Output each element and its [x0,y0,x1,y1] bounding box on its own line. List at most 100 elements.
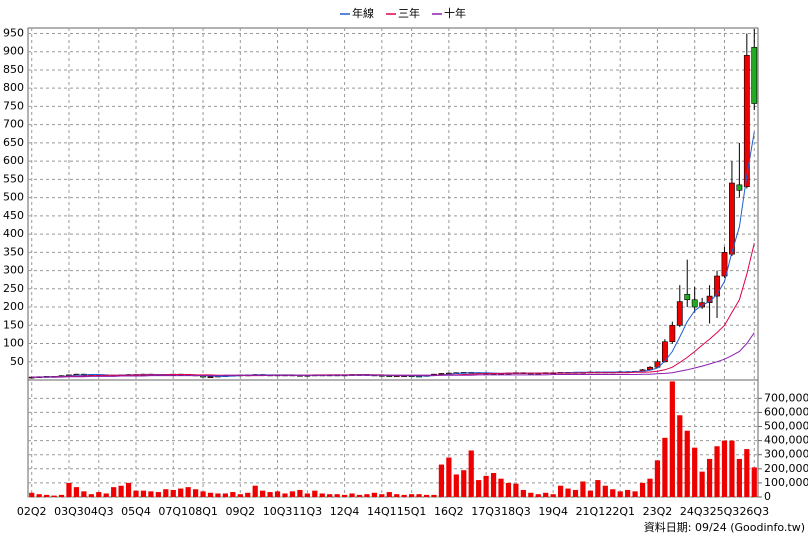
y2-tick-label: 200,000 [764,462,808,475]
y-tick-label: 50 [10,355,24,368]
y-tick-label: 150 [3,318,24,331]
volume-bar [192,489,199,497]
footer-note: 資料日期: 09/24 (Goodinfo.tw) [644,520,805,534]
x-tick-label: 18Q3 [501,505,531,518]
volume-bar [267,492,273,497]
volume-bar [505,482,512,497]
x-tick-label: 21Q1 [576,505,606,518]
volume-bar [423,494,430,497]
x-tick-label: 19Q4 [538,505,568,518]
volume-bar [610,489,616,497]
volume-bar [252,485,258,497]
volume-bar [51,495,57,497]
volume-bar [632,491,638,497]
candle-body [691,299,698,308]
x-tick-label: 11Q3 [293,505,323,518]
y-tick-label: 600 [3,154,24,167]
volume-bar [446,457,452,497]
candle-body [654,361,661,368]
y-tick-label: 550 [3,172,24,185]
volume-bar [289,491,296,497]
volume-bar [371,492,377,497]
volume-bar [364,494,370,497]
candle-body [669,324,676,342]
x-tick-label: 03Q3 [54,505,84,518]
candle-body [736,184,743,191]
volume-bar [736,458,742,497]
volume-bar [692,447,698,497]
y-tick-label: 100 [3,337,24,350]
volume-bar [297,489,303,497]
y2-tick-label: 0 [764,490,771,503]
volume-bar [155,492,161,497]
volume-bar [550,494,556,497]
candle-body [721,252,728,277]
volume-bar [125,482,132,497]
volume-bar [178,488,184,497]
candle-body [743,55,750,187]
x-tick-label: 17Q3 [471,505,501,518]
volume-bar [662,437,668,497]
volume-bar [334,494,340,497]
volume-bar [260,490,266,497]
volume-bar [595,480,601,497]
volume-bar [327,494,333,497]
volume-bar [29,492,35,497]
x-tick-label: 15Q1 [397,505,427,518]
volume-bar [684,430,690,497]
y-tick-label: 850 [3,63,24,76]
x-tick-label: 12Q4 [330,505,360,518]
volume-bar [349,493,355,497]
volume-bar [461,470,467,497]
volume-bar [44,494,50,497]
volume-bar [58,494,65,497]
volume-bar [587,490,594,497]
volume-bar [163,489,169,497]
volume-bar [200,491,206,497]
y-tick-label: 200 [3,300,24,313]
volume-bar [185,487,191,497]
volume-bar [677,415,683,497]
volume-bar [721,440,728,497]
volume-bar [118,485,124,497]
y-tick-label: 750 [3,99,24,112]
volume-bar [379,494,385,497]
volume-bar [282,493,288,497]
x-tick-label: 26Q3 [739,505,769,518]
volume-bar [386,492,392,497]
volume-bar [215,493,221,497]
x-tick-label: 16Q2 [434,505,464,518]
volume-bar [416,494,422,497]
candle-body [676,301,683,326]
candle-body [714,275,720,297]
x-tick-label: 04Q3 [84,505,114,518]
volume-bar [572,489,579,497]
volume-bar [625,489,631,497]
y-tick-label: 900 [3,45,24,58]
volume-bar [639,482,646,497]
x-tick-label: 07Q1 [158,505,188,518]
volume-bar [222,493,229,497]
volume-bar [468,450,474,497]
volume-bar [565,488,571,497]
volume-bar [453,474,459,497]
y-tick-label: 800 [3,81,24,94]
legend-label: 十年 [444,6,466,20]
volume-bar [580,481,586,497]
volume-bar [88,494,94,497]
volume-bar [73,487,80,497]
y-tick-label: 400 [3,227,24,240]
volume-bar [617,491,623,497]
volume-bar [520,489,526,497]
x-tick-label: 22Q1 [605,505,635,518]
legend-label: 三年 [398,6,420,20]
volume-bar [237,494,243,497]
x-tick-label: 05Q4 [121,505,151,518]
y-tick-label: 250 [3,282,24,295]
volume-bar [36,494,42,497]
candle-body [751,47,758,104]
volume-bar [744,449,750,497]
y-tick-label: 500 [3,191,24,204]
volume-bar [401,494,407,497]
